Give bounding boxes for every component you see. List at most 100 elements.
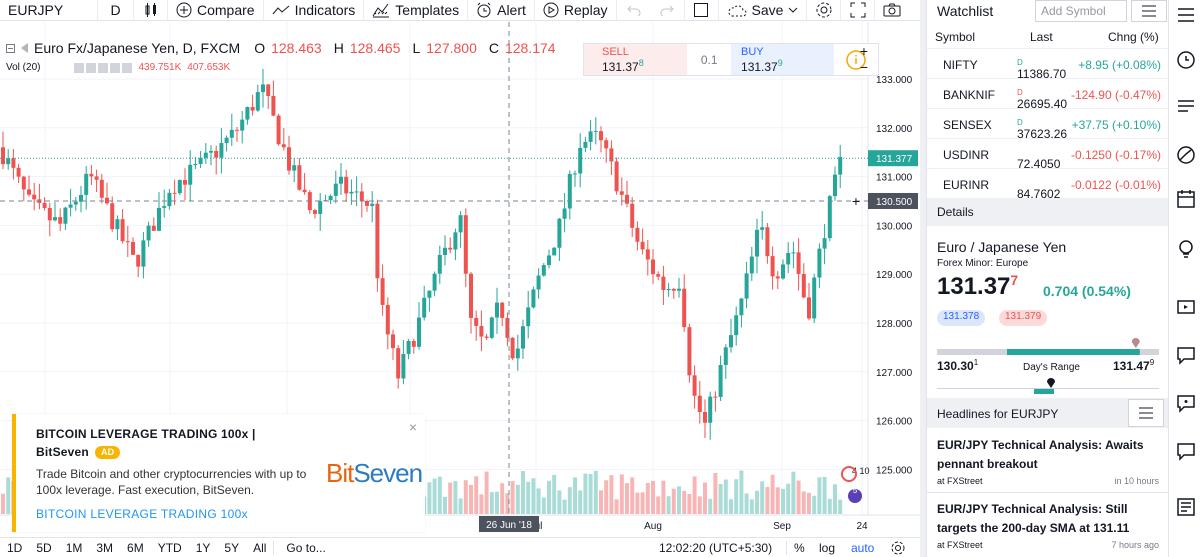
- headlines-title[interactable]: Headlines for EURJPY: [937, 407, 1059, 421]
- headlines-menu-button[interactable]: [1128, 399, 1164, 427]
- data-window-icon[interactable]: [1175, 96, 1197, 118]
- col-last[interactable]: Last: [1030, 30, 1053, 44]
- undo-button[interactable]: [617, 0, 651, 21]
- close-small-icon[interactable]: [110, 62, 121, 73]
- auto-scale-toggle[interactable]: auto: [844, 541, 881, 555]
- range-button-5d[interactable]: 5D: [36, 540, 52, 555]
- ad-banner[interactable]: BITCOIN LEVERAGE TRADING 100x | BitSeven…: [12, 414, 425, 532]
- more-icon[interactable]: [122, 62, 133, 73]
- percent-scale-toggle[interactable]: %: [786, 540, 812, 555]
- fullscreen-chart-button[interactable]: [685, 0, 719, 21]
- range-button-5y[interactable]: 5Y: [224, 540, 240, 555]
- headline-item[interactable]: EUR/JPY Technical Analysis: Awaits penna…: [937, 436, 1163, 486]
- candle-body: [245, 107, 250, 120]
- headline-item[interactable]: EUR/JPY Technical Analysis: Still target…: [937, 500, 1163, 550]
- indicators-button[interactable]: Indicators: [264, 0, 365, 21]
- watchlist-last-value: 84.7602: [1017, 187, 1061, 201]
- volume-bar: [718, 483, 723, 514]
- details-change: 0.704 (0.54%): [1043, 283, 1131, 299]
- col-chng[interactable]: Chng (%): [1108, 30, 1159, 44]
- alert-button[interactable]: Alert: [468, 0, 535, 21]
- info-button[interactable]: [834, 44, 878, 75]
- volume-bar: [822, 476, 827, 514]
- chart-area[interactable]: 133.000 132.000 131.000 130.000 129.000 128.0…: [0, 22, 920, 537]
- watchlist-list-icon[interactable]: [1175, 4, 1197, 26]
- watchlist-row[interactable]: BANKNIF 26695.40 D -124.90 (-0.47%): [927, 78, 1169, 111]
- notifications-icon[interactable]: [1175, 392, 1197, 414]
- symbol-search-button[interactable]: EURJPY: [0, 0, 98, 21]
- volume-bar: [838, 499, 843, 514]
- candle-body: [396, 348, 401, 379]
- range-button-all[interactable]: All: [253, 540, 267, 555]
- watchlist-row[interactable]: SENSEX 37623.26 D +37.75 (+0.10%): [927, 108, 1169, 141]
- close-label: C: [488, 40, 499, 56]
- volume-bar: [448, 482, 453, 514]
- price-tick-label: 133.000: [876, 75, 913, 86]
- compare-button[interactable]: Compare: [168, 0, 264, 21]
- replay-button[interactable]: Replay: [535, 0, 617, 21]
- range-button-ytd[interactable]: YTD: [157, 540, 182, 555]
- templates-button[interactable]: Templates: [364, 0, 469, 21]
- watchlist-row[interactable]: NIFTY 11386.70 D +8.95 (+0.08%): [927, 48, 1169, 81]
- zoom-in-button[interactable]: +: [859, 43, 869, 59]
- range-button-3m[interactable]: 3M: [96, 540, 114, 555]
- source-icon[interactable]: [98, 62, 109, 73]
- redo-button[interactable]: [651, 0, 685, 21]
- candle-body: [827, 196, 832, 239]
- goto-date-button[interactable]: Go to...: [273, 540, 332, 555]
- panel-divider[interactable]: [920, 0, 926, 557]
- square-icon: [694, 3, 708, 17]
- chat-icon[interactable]: [1175, 344, 1197, 366]
- range-button-6m[interactable]: 6M: [127, 540, 144, 555]
- volume-bar: [671, 488, 676, 514]
- ad-close-button[interactable]: ×: [408, 419, 417, 435]
- alarm-clock-icon[interactable]: [1175, 48, 1197, 70]
- buy-button[interactable]: BUY 131.379: [731, 44, 835, 75]
- ad-cta-link[interactable]: BITCOIN LEVERAGE TRADING 100x: [36, 507, 248, 521]
- price-tick-label: 130.000: [876, 221, 913, 232]
- sell-button[interactable]: SELL 131.378: [584, 44, 688, 75]
- watchlist-menu-button[interactable]: [1131, 0, 1167, 22]
- save-button[interactable]: Save: [719, 0, 808, 21]
- volume-legend-controls[interactable]: [74, 62, 133, 73]
- earnings-event-icon[interactable]: [848, 489, 862, 503]
- private-chat-icon[interactable]: [1175, 440, 1197, 462]
- streams-icon[interactable]: [1175, 296, 1197, 318]
- watchlist-row[interactable]: EURINR 84.7602 -0.0122 (-0.01%): [927, 168, 1169, 201]
- add-symbol-input[interactable]: Add Symbol: [1035, 0, 1127, 22]
- range-button-1d[interactable]: 1D: [7, 540, 23, 555]
- volume-bar: [807, 492, 811, 514]
- crosshair-plus-icon[interactable]: +: [852, 193, 860, 209]
- settings-small-icon[interactable]: [86, 62, 97, 73]
- eye-icon[interactable]: [74, 62, 85, 73]
- hotlist-icon[interactable]: [1175, 144, 1197, 166]
- volume-bar: [765, 487, 770, 514]
- news-event-icon[interactable]: [841, 466, 857, 482]
- order-panel-icon[interactable]: [1175, 496, 1197, 518]
- event-count-badge[interactable]: 4 10: [852, 466, 870, 476]
- legend-flag-icon: [21, 43, 28, 53]
- log-scale-toggle[interactable]: log: [812, 541, 842, 555]
- watchlist-row[interactable]: USDINR 72.4050 -0.1250 (-0.17%): [927, 138, 1169, 171]
- settings-button[interactable]: [807, 0, 842, 21]
- chart-style-button[interactable]: [134, 0, 168, 21]
- details-header[interactable]: Details: [927, 198, 1169, 226]
- interval-button[interactable]: D: [98, 0, 134, 21]
- zoom-out-button[interactable]: −: [859, 59, 869, 75]
- clock-timezone[interactable]: 12:02:20 (UTC+5:30): [652, 541, 779, 555]
- volume-bar: [505, 493, 510, 514]
- range-button-1y[interactable]: 1Y: [195, 540, 211, 555]
- price-axis[interactable]: [868, 22, 920, 515]
- col-symbol[interactable]: Symbol: [935, 30, 976, 44]
- ideas-bulb-icon[interactable]: [1175, 238, 1197, 260]
- snapshot-button[interactable]: [875, 0, 909, 21]
- range-button-1m[interactable]: 1M: [65, 540, 83, 555]
- range-label: Day's Range: [1023, 362, 1080, 373]
- volume-bar: [547, 480, 551, 514]
- chart-settings-button[interactable]: [890, 540, 906, 557]
- crosshair-date-tag: [479, 516, 539, 532]
- legend-collapse-icon[interactable]: [6, 43, 15, 53]
- candle-body: [557, 218, 562, 248]
- calendar-icon[interactable]: [1175, 188, 1197, 210]
- expand-button[interactable]: [841, 0, 876, 21]
